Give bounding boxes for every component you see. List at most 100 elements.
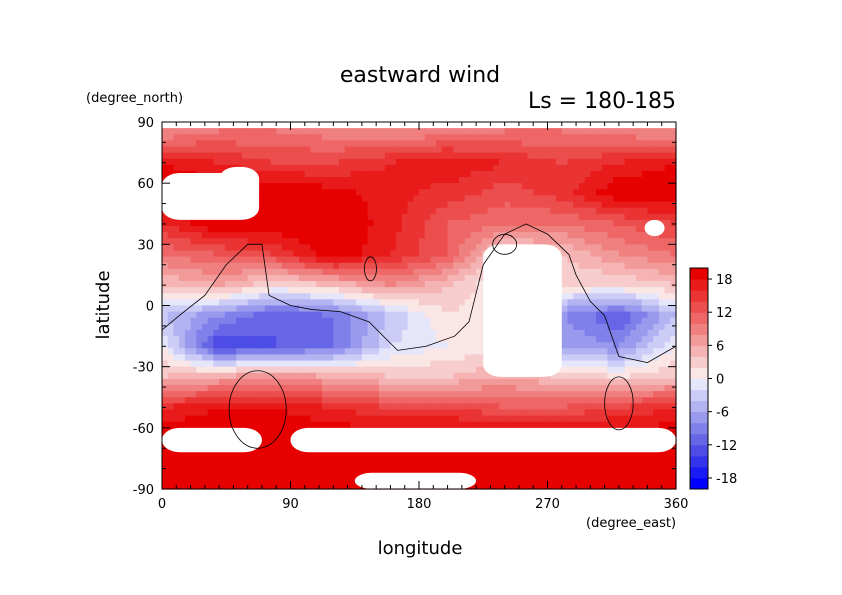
heatmap-cell [516, 232, 523, 239]
heatmap-cell [641, 183, 649, 190]
heatmap-cell [293, 262, 300, 270]
heatmap-cell [647, 342, 654, 349]
heatmap-cell [253, 311, 260, 319]
heatmap-cell [424, 262, 432, 270]
heatmap-cell [390, 213, 397, 221]
heatmap-cell [578, 140, 586, 148]
heatmap-cell [504, 409, 511, 417]
heatmap-cell [201, 268, 209, 276]
heatmap-cell [304, 323, 312, 331]
heatmap-cell [647, 348, 654, 356]
heatmap-cell [162, 281, 169, 288]
heatmap-cell [379, 225, 386, 233]
heatmap-cell [224, 391, 232, 398]
heatmap-cell [396, 213, 403, 221]
heatmap-cell [544, 378, 551, 386]
heatmap-cell [162, 458, 169, 466]
heatmap-cell [293, 348, 300, 356]
heatmap-cell [618, 238, 626, 245]
heatmap-cell [230, 232, 237, 239]
heatmap-cell [578, 164, 586, 172]
heatmap-cell [236, 268, 243, 276]
heatmap-cell [636, 213, 643, 221]
heatmap-cell [584, 146, 591, 154]
chart-subtitle: Ls = 180-185 [528, 89, 676, 114]
heatmap-cell [647, 183, 654, 190]
heatmap-cell [339, 287, 346, 294]
heatmap-cell [578, 213, 586, 221]
heatmap-cell [230, 366, 237, 374]
heatmap-cell [264, 183, 272, 190]
heatmap-cell [493, 140, 500, 148]
heatmap-cell [504, 385, 511, 392]
heatmap-cell [607, 385, 614, 392]
heatmap-cell [259, 238, 266, 245]
heatmap-cell [310, 385, 317, 392]
heatmap-cell [316, 421, 323, 429]
heatmap-cell [316, 134, 323, 141]
heatmap-cell [504, 207, 511, 215]
heatmap-cell [596, 140, 603, 148]
heatmap-cell [464, 342, 471, 349]
heatmap-cell [647, 195, 654, 203]
heatmap-cell [299, 287, 306, 294]
heatmap-cell [401, 385, 409, 392]
heatmap-cell [219, 348, 226, 356]
heatmap-cell [321, 268, 329, 276]
heatmap-cell [498, 397, 506, 404]
heatmap-cell [590, 268, 597, 276]
heatmap-cell [281, 268, 289, 276]
heatmap-cell [670, 415, 677, 423]
heatmap-cell [270, 177, 277, 184]
heatmap-cell [653, 360, 660, 368]
heatmap-cell [179, 262, 186, 270]
heatmap-cell [219, 274, 226, 282]
heatmap-cell [213, 342, 220, 349]
heatmap-cell [247, 293, 254, 300]
heatmap-cell [510, 458, 517, 466]
heatmap-cell [356, 421, 363, 429]
heatmap-cell [173, 238, 180, 245]
heatmap-cell [253, 281, 260, 288]
heatmap-cell [670, 262, 677, 270]
heatmap-cell [476, 366, 483, 374]
heatmap-cell [270, 244, 277, 252]
heatmap-cell [430, 452, 437, 460]
heatmap-cell [270, 299, 277, 307]
heatmap-cell [538, 189, 546, 196]
heatmap-cell [361, 360, 369, 368]
heatmap-cell [573, 177, 580, 184]
heatmap-cell [196, 164, 203, 172]
heatmap-cell [379, 360, 386, 368]
heatmap-cell [618, 354, 626, 362]
heatmap-cell [241, 299, 249, 307]
heatmap-cell [607, 183, 614, 190]
heatmap-cell [219, 391, 226, 398]
heatmap-cell [350, 305, 357, 313]
heatmap-cell [658, 134, 666, 141]
heatmap-cell [658, 415, 666, 423]
heatmap-cell [299, 403, 306, 411]
heatmap-cell [567, 336, 574, 343]
heatmap-cell [476, 299, 483, 307]
heatmap-cell [339, 415, 346, 423]
heatmap-cell [453, 189, 460, 196]
heatmap-cell [390, 140, 397, 148]
heatmap-cell [481, 372, 489, 380]
heatmap-cell [470, 189, 477, 196]
heatmap-cell [578, 250, 586, 258]
heatmap-cell [201, 311, 209, 319]
heatmap-cell [219, 158, 226, 166]
heatmap-cell [538, 225, 546, 233]
heatmap-cell [179, 421, 186, 429]
heatmap-cell [162, 397, 169, 404]
heatmap-cell [304, 464, 312, 472]
heatmap-cell [630, 293, 637, 300]
heatmap-cell [236, 397, 243, 404]
heatmap-cell [458, 201, 466, 209]
heatmap-cell [630, 250, 637, 258]
heatmap-cell [264, 440, 272, 447]
heatmap-cell [196, 287, 203, 294]
heatmap-cell [344, 403, 352, 411]
heatmap-cell [647, 250, 654, 258]
